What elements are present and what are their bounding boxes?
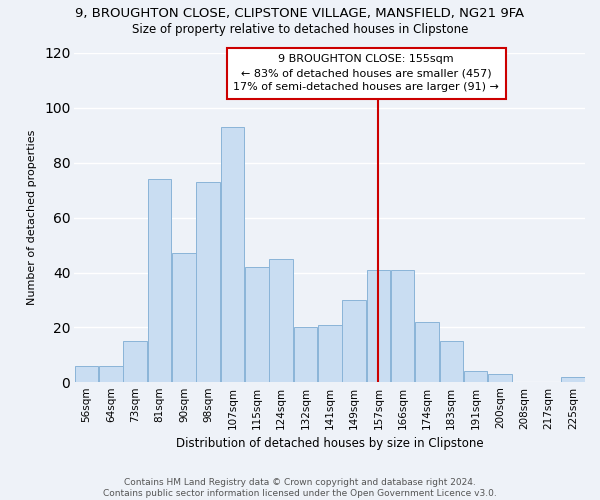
- Text: 9 BROUGHTON CLOSE: 155sqm
← 83% of detached houses are smaller (457)
17% of semi: 9 BROUGHTON CLOSE: 155sqm ← 83% of detac…: [233, 54, 499, 92]
- Bar: [99, 366, 123, 382]
- Bar: [367, 270, 390, 382]
- Bar: [391, 270, 415, 382]
- Bar: [172, 254, 196, 382]
- Text: Size of property relative to detached houses in Clipstone: Size of property relative to detached ho…: [132, 22, 468, 36]
- Bar: [221, 127, 244, 382]
- Bar: [148, 180, 172, 382]
- X-axis label: Distribution of detached houses by size in Clipstone: Distribution of detached houses by size …: [176, 437, 484, 450]
- Text: 9, BROUGHTON CLOSE, CLIPSTONE VILLAGE, MANSFIELD, NG21 9FA: 9, BROUGHTON CLOSE, CLIPSTONE VILLAGE, M…: [76, 8, 524, 20]
- Bar: [75, 366, 98, 382]
- Text: Contains HM Land Registry data © Crown copyright and database right 2024.
Contai: Contains HM Land Registry data © Crown c…: [103, 478, 497, 498]
- Bar: [124, 341, 147, 382]
- Bar: [342, 300, 366, 382]
- Bar: [415, 322, 439, 382]
- Bar: [293, 328, 317, 382]
- Bar: [440, 341, 463, 382]
- Bar: [245, 267, 269, 382]
- Y-axis label: Number of detached properties: Number of detached properties: [27, 130, 37, 306]
- Bar: [561, 377, 584, 382]
- Bar: [196, 182, 220, 382]
- Bar: [318, 324, 341, 382]
- Bar: [269, 259, 293, 382]
- Bar: [488, 374, 512, 382]
- Bar: [464, 372, 487, 382]
